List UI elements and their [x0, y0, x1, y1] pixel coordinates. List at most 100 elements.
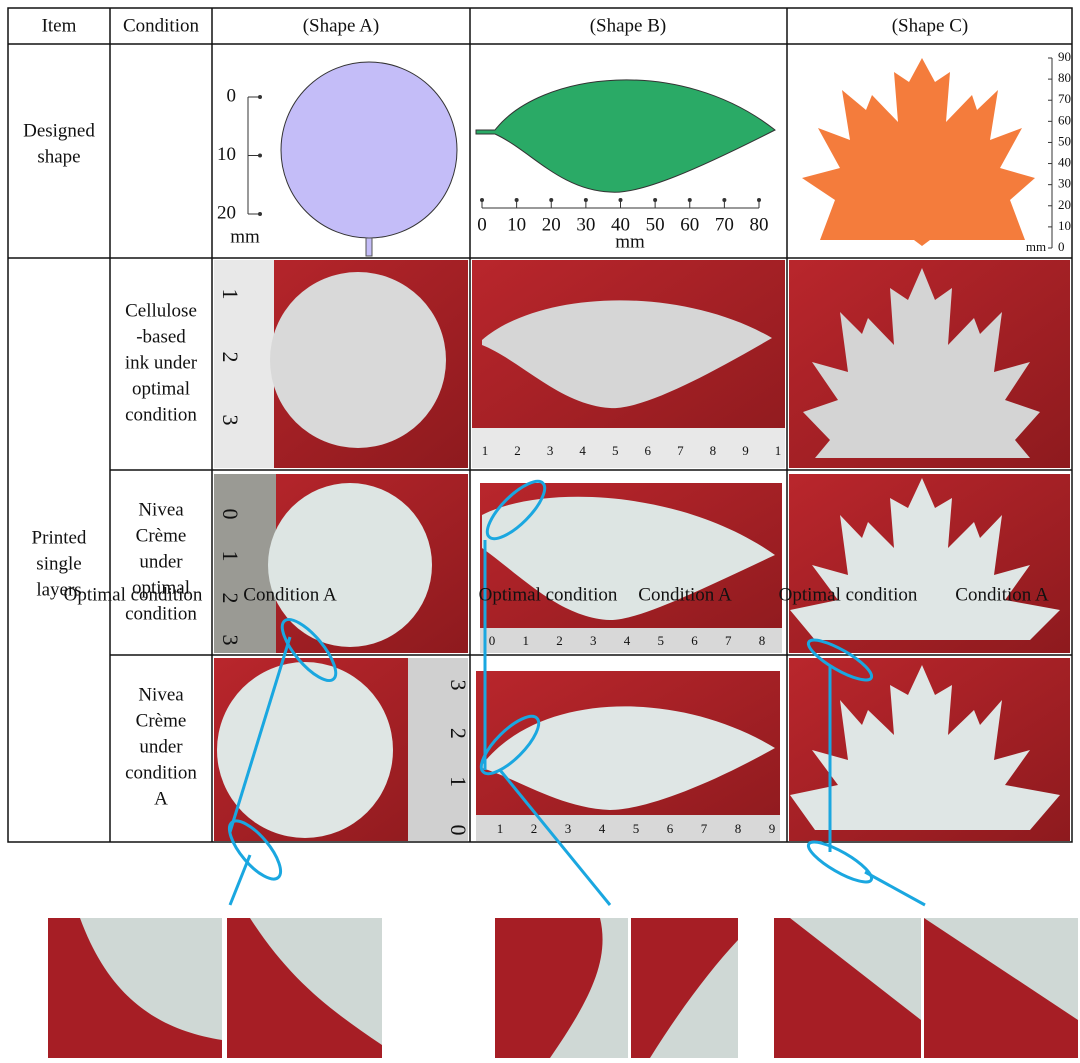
- ruler-label: 3: [218, 415, 243, 426]
- condition-label: Nivea: [138, 499, 184, 520]
- scale-label: 70: [715, 214, 734, 235]
- ruler-label: 8: [735, 821, 742, 836]
- condition-label: under: [139, 551, 183, 572]
- inset-label: Optimal condition: [64, 584, 203, 605]
- ruler-label: 3: [218, 635, 243, 646]
- condition-label: condition: [125, 762, 197, 783]
- scale-dot: [258, 95, 262, 99]
- scale-dot: [258, 153, 262, 158]
- ruler-label: 1: [446, 776, 471, 787]
- ruler-label: 2: [556, 633, 563, 648]
- ruler-label: 2: [514, 443, 521, 458]
- ruler-label: 3: [565, 821, 572, 836]
- inset-label: Optimal condition: [479, 584, 618, 605]
- ruler-label: 8: [759, 633, 766, 648]
- shape-a-stem: [365, 237, 373, 257]
- condition-label: -based: [136, 326, 186, 347]
- ruler-label: 0: [446, 825, 471, 836]
- row-label: single: [36, 553, 81, 574]
- ruler-label: 1: [523, 633, 530, 648]
- scale-dot: [722, 198, 727, 202]
- scale-label: 0: [477, 214, 487, 235]
- ruler-label: 2: [531, 821, 538, 836]
- ruler-label: 2: [218, 593, 243, 604]
- header-cell: (Shape B): [590, 15, 667, 36]
- scale-dot: [618, 198, 623, 202]
- shape-c-maple: [802, 58, 1035, 246]
- ruler-label: 5: [633, 821, 640, 836]
- ruler-label: 9: [742, 443, 749, 458]
- ruler-label: 4: [579, 443, 586, 458]
- ruler-label: 3: [446, 680, 471, 691]
- scale-dot: [549, 198, 554, 202]
- condition-label: condition: [125, 603, 197, 624]
- scale-label: 20: [542, 214, 561, 235]
- condition-label: Cellulose: [125, 300, 197, 321]
- scale-label: 80: [1058, 70, 1071, 85]
- ruler-label: 1: [482, 443, 489, 458]
- shape-b-leaf: [475, 79, 776, 193]
- photos: [214, 260, 1070, 841]
- scale-label: 60: [680, 214, 699, 235]
- condition-label: Crème: [136, 710, 187, 731]
- inset-label: Condition A: [638, 584, 732, 605]
- condition-label: ink under: [125, 352, 198, 373]
- condition-label: optimal: [132, 378, 190, 399]
- scale-label: 20: [1058, 197, 1071, 212]
- scale-dot: [687, 198, 692, 202]
- ruler-label: 2: [446, 728, 471, 739]
- scale-label: 50: [1058, 133, 1071, 148]
- scale-label: 60: [1058, 112, 1071, 127]
- scale-unit: mm: [615, 231, 645, 252]
- header-cell: (Shape A): [303, 15, 380, 36]
- scale-dot: [258, 212, 262, 216]
- shape-a-circle: [280, 61, 458, 239]
- row-label: layers: [36, 579, 81, 600]
- ruler-label: 0: [489, 633, 496, 648]
- ruler-label: 0: [218, 509, 243, 520]
- condition-label: under: [139, 736, 183, 757]
- ruler-label: 4: [624, 633, 631, 648]
- scale-unit: mm: [1026, 239, 1046, 254]
- row-label: shape: [37, 146, 80, 167]
- scale-dot: [514, 198, 519, 202]
- insets: [48, 918, 1078, 1058]
- ruler-label: 3: [547, 443, 554, 458]
- callouts: [227, 479, 926, 907]
- row-label: Printed: [32, 527, 87, 548]
- inset-label: Condition A: [955, 584, 1049, 605]
- header-cell: Item: [42, 15, 77, 36]
- scale-label: 40: [611, 214, 630, 235]
- ruler-label: 5: [612, 443, 619, 458]
- scale-dot: [653, 198, 658, 202]
- ruler-label: 6: [645, 443, 652, 458]
- table-grid: [7, 7, 1073, 843]
- row-label: Designed: [23, 120, 95, 141]
- condition-label: A: [154, 788, 168, 809]
- ruler-label: 7: [701, 821, 708, 836]
- ruler-label: 6: [691, 633, 698, 648]
- ruler-label: 6: [667, 821, 674, 836]
- scale-label: 50: [646, 214, 665, 235]
- ruler-label: 9: [769, 821, 776, 836]
- condition-label: optimal: [132, 577, 190, 598]
- scale-unit: mm: [230, 226, 260, 247]
- scale-label: 10: [1058, 218, 1071, 233]
- ruler-label: 5: [658, 633, 665, 648]
- inset-label: Condition A: [243, 584, 337, 605]
- ruler-label: 2: [218, 352, 243, 363]
- scale-dot: [480, 198, 484, 202]
- scale-label: 0: [1058, 239, 1065, 254]
- scale-label: 30: [576, 214, 595, 235]
- scale-dot: [583, 198, 588, 202]
- scale-label: 10: [217, 144, 236, 165]
- scale-dot: [757, 198, 761, 202]
- header-cell: Condition: [123, 15, 200, 36]
- ruler-label: 3: [590, 633, 597, 648]
- inset-label: Optimal condition: [779, 584, 918, 605]
- scale-label: 70: [1058, 91, 1071, 106]
- scale-label: 80: [750, 214, 769, 235]
- ruler-label: 7: [725, 633, 732, 648]
- ruler-label: 1: [218, 289, 243, 300]
